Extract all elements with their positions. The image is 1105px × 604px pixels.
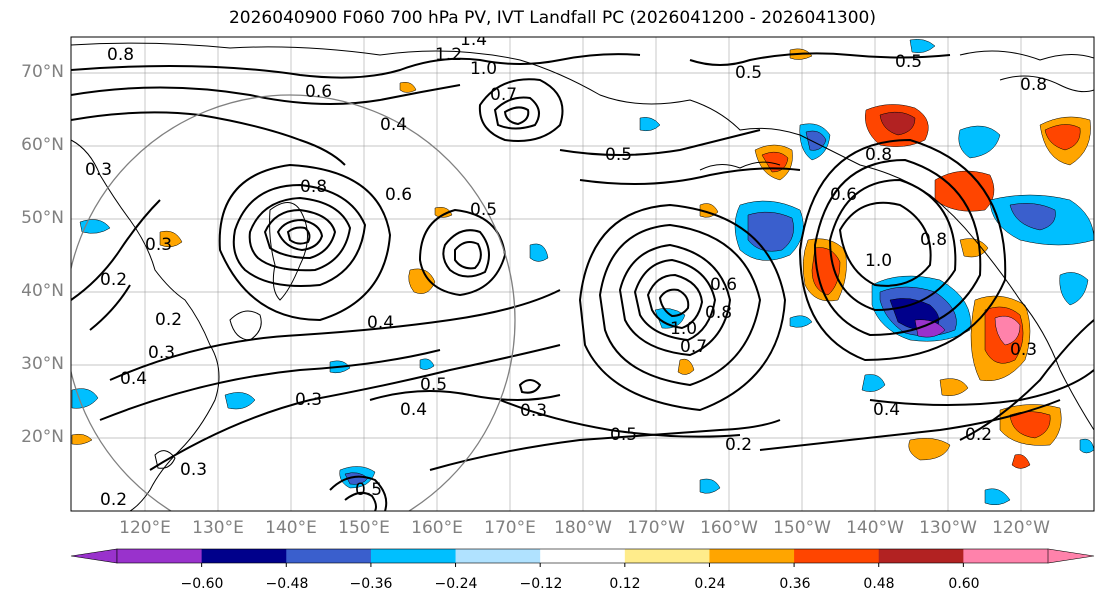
lon-label: 140°E: [265, 518, 317, 538]
contour-label: 0.2: [965, 425, 992, 445]
contour-label: 0.7: [490, 85, 517, 105]
contour-label: 1.0: [470, 59, 497, 79]
contour-label: 0.5: [610, 425, 637, 445]
contour-label: 0.3: [180, 460, 207, 480]
lon-label: 150°E: [338, 518, 390, 538]
lat-label: 20°N: [21, 427, 64, 447]
colorbar-label: −0.48: [265, 576, 309, 592]
contour-label: 1.4: [460, 30, 487, 50]
lon-label: 150°W: [773, 518, 831, 538]
colorbar-label: 0.48: [863, 576, 895, 592]
contour-label: 0.6: [710, 275, 737, 295]
plot-frame: [70, 36, 1095, 512]
contour-label: 0.8: [107, 45, 134, 65]
contour-label: 0.5: [605, 145, 632, 165]
contour-label: 0.5: [470, 200, 497, 220]
contour-label: 0.5: [355, 480, 382, 500]
contour-label: 0.8: [1020, 75, 1047, 95]
contour-label: 0.8: [920, 230, 947, 250]
contour-label: 0.4: [367, 313, 394, 333]
colorbar-label: 0.36: [779, 576, 811, 592]
colorbar-segment: [286, 549, 372, 563]
colorbar-segment: [540, 549, 626, 563]
contour-label: 0.5: [420, 375, 447, 395]
colorbar-label: 0.24: [694, 576, 726, 592]
colorbar-segment: [624, 549, 710, 563]
contour-label: 0.8: [865, 145, 892, 165]
lon-label: 180°W: [554, 518, 612, 538]
lon-label: 120°W: [992, 518, 1050, 538]
colorbar-segment: [455, 549, 541, 563]
colorbar-max-extend: [1047, 548, 1095, 564]
lon-label: 120°E: [119, 518, 171, 538]
colorbar-label: −0.60: [180, 576, 224, 592]
lon-label: 140°W: [846, 518, 904, 538]
colorbar-segment: [963, 549, 1049, 563]
lon-label: 160°E: [411, 518, 463, 538]
contour-label: 0.3: [148, 343, 175, 363]
colorbar-segment: [709, 549, 795, 563]
contour-label: 0.4: [120, 369, 147, 389]
colorbar-segment: [794, 549, 880, 563]
lat-label: 50°N: [21, 208, 64, 228]
contour-label: 0.6: [305, 82, 332, 102]
plot-area: 1.4 1.2 1.0 0.8 0.6 0.5 0.8 0.7 0.3 0.4 …: [71, 30, 1094, 511]
contour-label: 0.3: [295, 390, 322, 410]
contour-label: 0.4: [380, 115, 407, 135]
contour-label: 0.3: [145, 235, 172, 255]
contour-label: 0.2: [155, 310, 182, 330]
colorbar-min-extend: [70, 548, 118, 564]
lon-label: 170°E: [484, 518, 536, 538]
contour-label: 0.5: [735, 63, 762, 83]
pv-contours: [71, 52, 1094, 511]
colorbar-label: 0.60: [948, 576, 980, 592]
lat-label: 70°N: [21, 62, 64, 82]
colorbar-frame: [116, 548, 1049, 564]
lon-label: 130°E: [192, 518, 244, 538]
range-circle: [71, 94, 516, 511]
contour-label: 0.5: [895, 52, 922, 72]
coastlines: [71, 42, 1094, 511]
map-title: 2026040900 F060 700 hPa PV, IVT Landfall…: [228, 8, 876, 28]
contour-label: 0.6: [385, 185, 412, 205]
colorbar-segment: [878, 549, 964, 563]
contour-label: 0.3: [520, 401, 547, 421]
contour-label: 0.8: [705, 303, 732, 323]
colorbar-segment: [370, 549, 457, 563]
contour-label: 0.4: [873, 400, 900, 420]
colorbar-label: 0.12: [609, 576, 641, 592]
contour-label: 0.6: [830, 185, 857, 205]
lat-label: 40°N: [21, 281, 64, 301]
contour-label: 0.7: [680, 337, 707, 357]
colorbar: [70, 548, 1095, 567]
lon-label: 170°W: [627, 518, 685, 538]
lon-label: 130°W: [919, 518, 977, 538]
colorbar-label: −0.12: [519, 576, 563, 592]
lon-label: 160°W: [700, 518, 758, 538]
colorbar-segment: [201, 549, 287, 563]
contour-label: 0.2: [725, 435, 752, 455]
contour-label: 0.3: [85, 160, 112, 180]
contour-label: 0.8: [300, 177, 327, 197]
contour-label: 0.2: [100, 270, 127, 290]
contour-labels: 1.4 1.2 1.0 0.8 0.6 0.5 0.8 0.7 0.3 0.4 …: [85, 30, 1047, 510]
colorbar-label: −0.24: [434, 576, 478, 592]
contour-label: 0.4: [400, 400, 427, 420]
contour-label: 0.2: [100, 490, 127, 510]
colorbar-segment: [117, 549, 203, 563]
contour-label: 0.3: [1010, 340, 1037, 360]
contour-label: 1.0: [670, 319, 697, 339]
lat-label: 30°N: [21, 354, 64, 374]
colorbar-label: −0.36: [349, 576, 393, 592]
contour-label: 1.2: [435, 45, 462, 65]
contour-label: 1.0: [865, 251, 892, 271]
lat-label: 60°N: [21, 135, 64, 155]
